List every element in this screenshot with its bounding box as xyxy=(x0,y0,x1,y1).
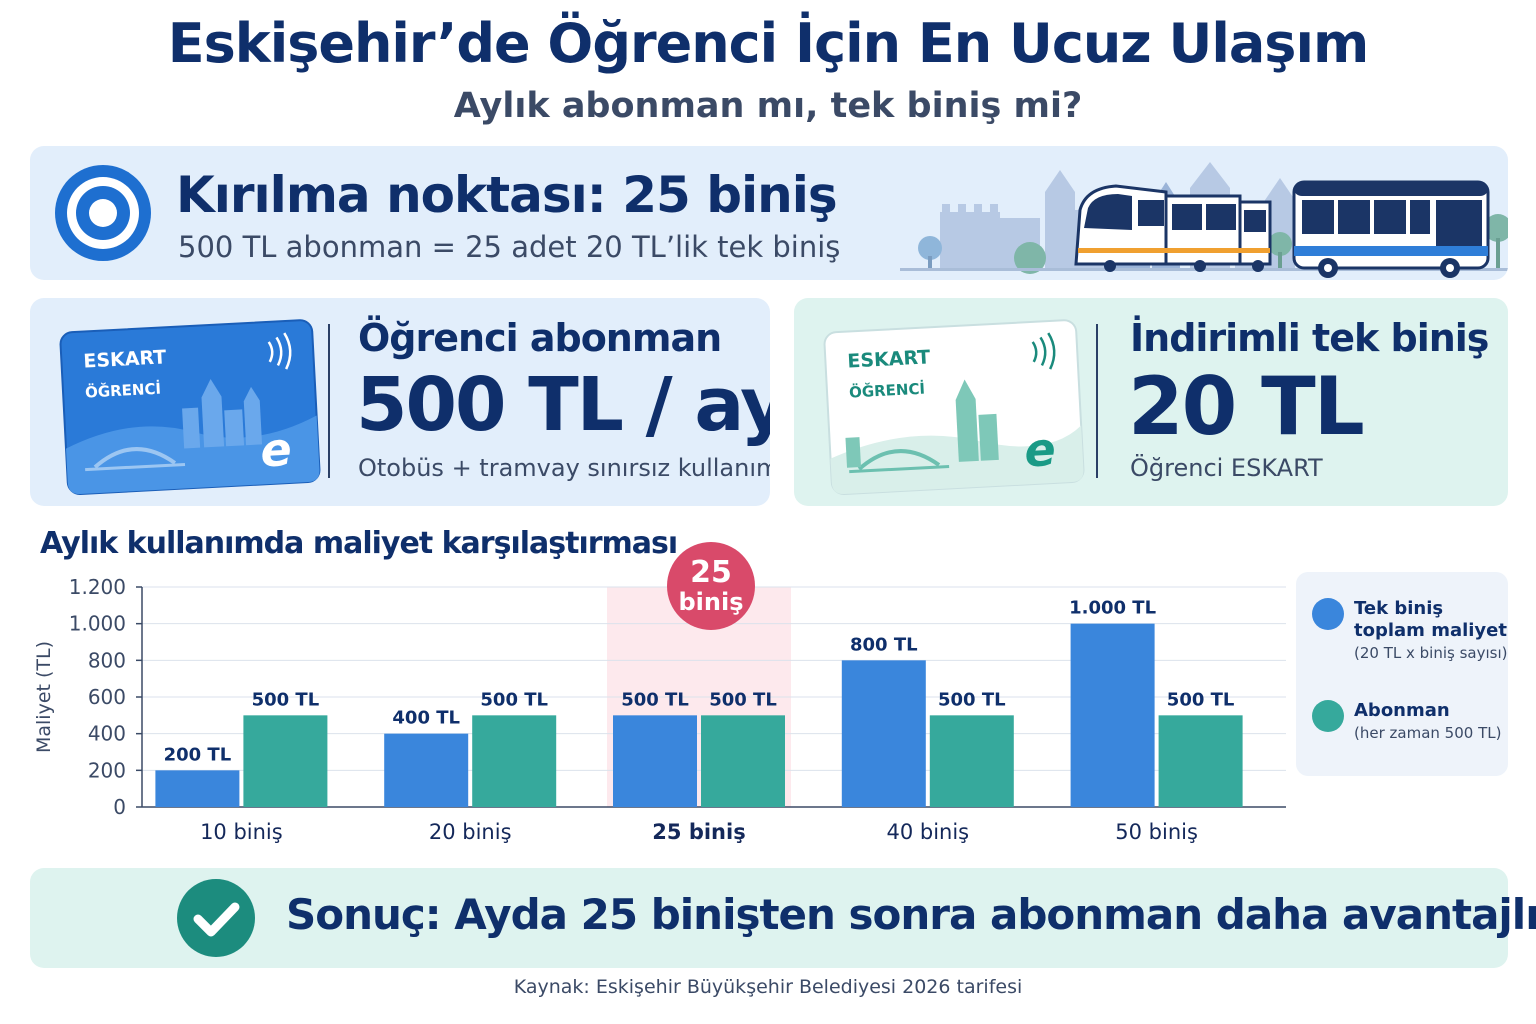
legend-note: (20 TL x biniş sayısı) xyxy=(1354,644,1508,662)
bar-value-label: 200 TL xyxy=(164,744,232,765)
y-tick-label: 0 xyxy=(113,795,126,819)
contactless-icon xyxy=(267,332,292,370)
card-logo: e xyxy=(259,422,293,478)
bar xyxy=(155,770,240,807)
x-tick-label: 40 biniş xyxy=(886,820,969,844)
breakeven-panel: Kırılma noktası: 25 biniş 500 TL abonman… xyxy=(30,146,1508,280)
highlight-badge xyxy=(667,542,755,630)
breakeven-title: Kırılma noktası: 25 biniş xyxy=(176,166,838,224)
x-tick-label: 10 biniş xyxy=(200,820,283,844)
y-tick-label: 800 xyxy=(88,648,126,672)
bar xyxy=(472,715,557,807)
y-tick-label: 1.200 xyxy=(69,575,126,599)
eskart-blue-card: ESKART ÖĞRENCİ e xyxy=(59,319,321,495)
subscription-title: Öğrenci abonman xyxy=(358,316,722,360)
legend-swatch xyxy=(1312,700,1344,732)
breakeven-description: 500 TL abonman = 25 adet 20 TL’lik tek b… xyxy=(178,230,841,264)
legend-label: Abonman xyxy=(1354,700,1450,721)
bar-value-label: 500 TL xyxy=(621,689,689,710)
divider xyxy=(1096,324,1098,478)
card-brand-text: ESKART xyxy=(847,346,931,372)
chart-legend: Tek biniş toplam maliyet (20 TL x biniş … xyxy=(1296,572,1508,776)
bar xyxy=(1070,623,1155,807)
x-tick-label: 25 biniş xyxy=(652,820,745,844)
single-ride-title: İndirimli tek biniş xyxy=(1130,316,1489,360)
bar-value-label: 400 TL xyxy=(392,708,460,729)
subscription-note: Otobüs + tramvay sınırsız kullanım xyxy=(358,454,770,482)
y-axis-label: Maliyet (TL) xyxy=(33,641,55,753)
bar xyxy=(243,715,328,807)
highlight-badge-label: biniş xyxy=(678,588,743,616)
tram-bus-illustration xyxy=(900,162,1508,278)
y-tick-label: 600 xyxy=(88,685,126,709)
x-tick-label: 50 biniş xyxy=(1115,820,1198,844)
page-title: Eskişehir’de Öğrenci İçin En Ucuz Ulaşım xyxy=(167,12,1369,75)
card-brand-text: ESKART xyxy=(83,346,167,372)
single-ride-note: Öğrenci ESKART xyxy=(1130,454,1323,482)
bar-value-label: 500 TL xyxy=(938,689,1006,710)
bar xyxy=(701,715,785,807)
contactless-icon xyxy=(1031,332,1056,370)
target-icon xyxy=(55,165,151,261)
y-tick-label: 1.000 xyxy=(69,612,126,636)
bar-value-label: 500 TL xyxy=(709,689,777,710)
card-logo: e xyxy=(1023,422,1057,478)
bar xyxy=(841,660,926,807)
cost-comparison-chart: 0 200 400 600 800 1.000 1.200 Maliyet (TL) 200 T… xyxy=(33,542,1286,844)
legend-swatch xyxy=(1312,598,1344,630)
chart-title: Aylık kullanımda maliyet karşılaştırması xyxy=(40,526,678,561)
divider xyxy=(328,324,330,478)
subscription-price: 500 TL / ay xyxy=(356,362,770,448)
bar-value-label: 500 TL xyxy=(480,689,548,710)
highlight-badge-number: 25 xyxy=(690,555,732,590)
single-ride-price: 20 TL xyxy=(1128,360,1365,453)
conclusion-text: Sonuç: Ayda 25 binişten sonra abonman da… xyxy=(286,890,1536,939)
source-note: Kaynak: Eskişehir Büyükşehir Belediyesi … xyxy=(513,976,1023,998)
bar-value-label: 500 TL xyxy=(252,689,320,710)
bar-value-label: 800 TL xyxy=(850,634,918,655)
single-ride-panel: ESKART ÖĞRENCİ e İndirimli tek biniş 20 … xyxy=(794,298,1508,506)
page-subtitle: Aylık abonman mı, tek biniş mi? xyxy=(453,86,1083,126)
card-type-text: ÖĞRENCİ xyxy=(85,379,162,402)
card-type-text: ÖĞRENCİ xyxy=(849,379,926,402)
bar xyxy=(1158,715,1243,807)
bar-value-label: 500 TL xyxy=(1167,689,1235,710)
bar xyxy=(613,715,697,807)
legend-note: (her zaman 500 TL) xyxy=(1354,724,1502,742)
conclusion-panel: Sonuç: Ayda 25 binişten sonra abonman da… xyxy=(30,868,1536,968)
legend-label: Tek biniş toplam maliyet xyxy=(1354,598,1507,641)
y-tick-label: 200 xyxy=(88,758,126,782)
bar xyxy=(384,733,469,807)
check-circle-icon xyxy=(177,879,255,957)
bar xyxy=(929,715,1014,807)
y-tick-label: 400 xyxy=(88,722,126,746)
x-tick-label: 20 biniş xyxy=(429,820,512,844)
bar-value-label: 1.000 TL xyxy=(1069,598,1156,619)
subscription-panel: ESKART ÖĞRENCİ e Öğrenci abonman 500 TL … xyxy=(30,298,770,506)
eskart-white-card: ESKART ÖĞRENCİ e xyxy=(823,319,1085,495)
